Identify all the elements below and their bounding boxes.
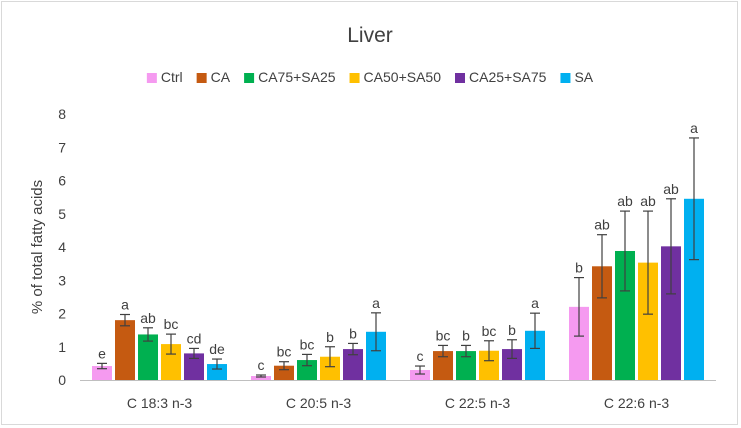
- bar: [161, 344, 181, 380]
- significance-letter: e: [98, 345, 106, 361]
- x-category-label: C 22:5 n-3: [445, 395, 511, 411]
- bar: [592, 266, 612, 380]
- bar: [207, 364, 227, 380]
- legend-item: CA50+SA50: [349, 69, 442, 85]
- significance-letter: a: [121, 296, 129, 312]
- legend-item: Ctrl: [146, 69, 183, 85]
- significance-letter: a: [531, 295, 539, 311]
- significance-letter: ab: [140, 310, 156, 326]
- legend-swatch: [244, 73, 255, 83]
- significance-letter: c: [258, 357, 265, 373]
- y-tick-label: 6: [58, 173, 66, 189]
- significance-letter: b: [508, 322, 516, 338]
- legend-label: Ctrl: [161, 69, 183, 85]
- significance-letter: de: [209, 341, 225, 357]
- y-tick-label: 0: [58, 372, 66, 388]
- axes: 0 1 2 3 4 5 6 7 8 C 18:3 n-3 C 20:5 n-3 C 22:5 n-3 C…: [58, 106, 716, 411]
- significance-letter: bc: [164, 316, 179, 332]
- bar: [661, 246, 681, 380]
- significance-letter: b: [575, 260, 583, 276]
- significance-letter: bc: [436, 327, 451, 343]
- bar: [138, 334, 158, 380]
- bar: [115, 320, 135, 380]
- bar: [320, 356, 340, 380]
- significance-letter: bc: [277, 344, 292, 360]
- x-category-label: C 22:6 n-3: [604, 395, 670, 411]
- bar: [343, 349, 363, 380]
- legend: Ctrl CA CA75+SA25 CA50+SA50 CA25+SA75 SA: [146, 69, 594, 85]
- bar: [479, 350, 499, 380]
- significance-letter: bc: [482, 323, 497, 339]
- bar: [615, 250, 635, 380]
- significance-letter: cd: [187, 330, 202, 346]
- legend-item: CA75+SA25: [244, 69, 336, 85]
- y-tick-label: 3: [58, 272, 66, 288]
- y-tick-label: 8: [58, 106, 66, 122]
- significance-letter: ab: [594, 217, 610, 233]
- y-tick-label: 1: [58, 339, 66, 355]
- legend-swatch: [196, 73, 207, 83]
- legend-swatch: [560, 73, 571, 83]
- bar: [410, 370, 430, 380]
- bar: [251, 376, 271, 380]
- legend-swatch: [146, 73, 157, 83]
- legend-label: CA50+SA50: [364, 69, 442, 85]
- chart-title: Liver: [347, 24, 393, 47]
- significance-letter: b: [349, 325, 357, 341]
- legend-swatch: [349, 73, 360, 83]
- legend-item: CA25+SA75: [455, 69, 547, 85]
- bar: [684, 198, 704, 380]
- legend-item: CA: [196, 69, 231, 85]
- x-category-label: C 20:5 n-3: [286, 395, 352, 411]
- y-tick-label: 5: [58, 206, 66, 222]
- legend-swatch: [455, 73, 465, 83]
- significance-letter: c: [417, 348, 424, 364]
- y-axis-label: % of total fatty acids: [29, 180, 46, 314]
- significance-letter: ab: [640, 193, 656, 209]
- bar: [184, 353, 204, 380]
- bar: [569, 306, 589, 380]
- legend-item: SA: [560, 69, 594, 85]
- significance-letter: b: [462, 327, 470, 343]
- y-tick-label: 7: [58, 139, 66, 155]
- significance-letter: ab: [663, 181, 679, 197]
- significance-letter: ab: [617, 193, 633, 209]
- bar: [366, 331, 386, 380]
- legend-label: CA: [211, 69, 231, 85]
- y-tick-label: 2: [58, 306, 66, 322]
- significance-letter: a: [372, 295, 380, 311]
- x-category-label: C 18:3 n-3: [127, 395, 193, 411]
- y-tick-label: 4: [58, 239, 66, 255]
- bar: [433, 351, 453, 380]
- significance-letter: a: [690, 120, 698, 136]
- significance-letter: b: [326, 329, 334, 345]
- legend-label: SA: [574, 69, 593, 85]
- bar: [297, 360, 317, 380]
- bar: [638, 262, 658, 380]
- bar: [525, 330, 545, 380]
- bar: [456, 351, 476, 380]
- significance-letter: bc: [300, 336, 315, 352]
- bar: [502, 349, 522, 380]
- legend-label: CA25+SA75: [469, 69, 547, 85]
- legend-label: CA75+SA25: [258, 69, 336, 85]
- bar: [92, 366, 112, 380]
